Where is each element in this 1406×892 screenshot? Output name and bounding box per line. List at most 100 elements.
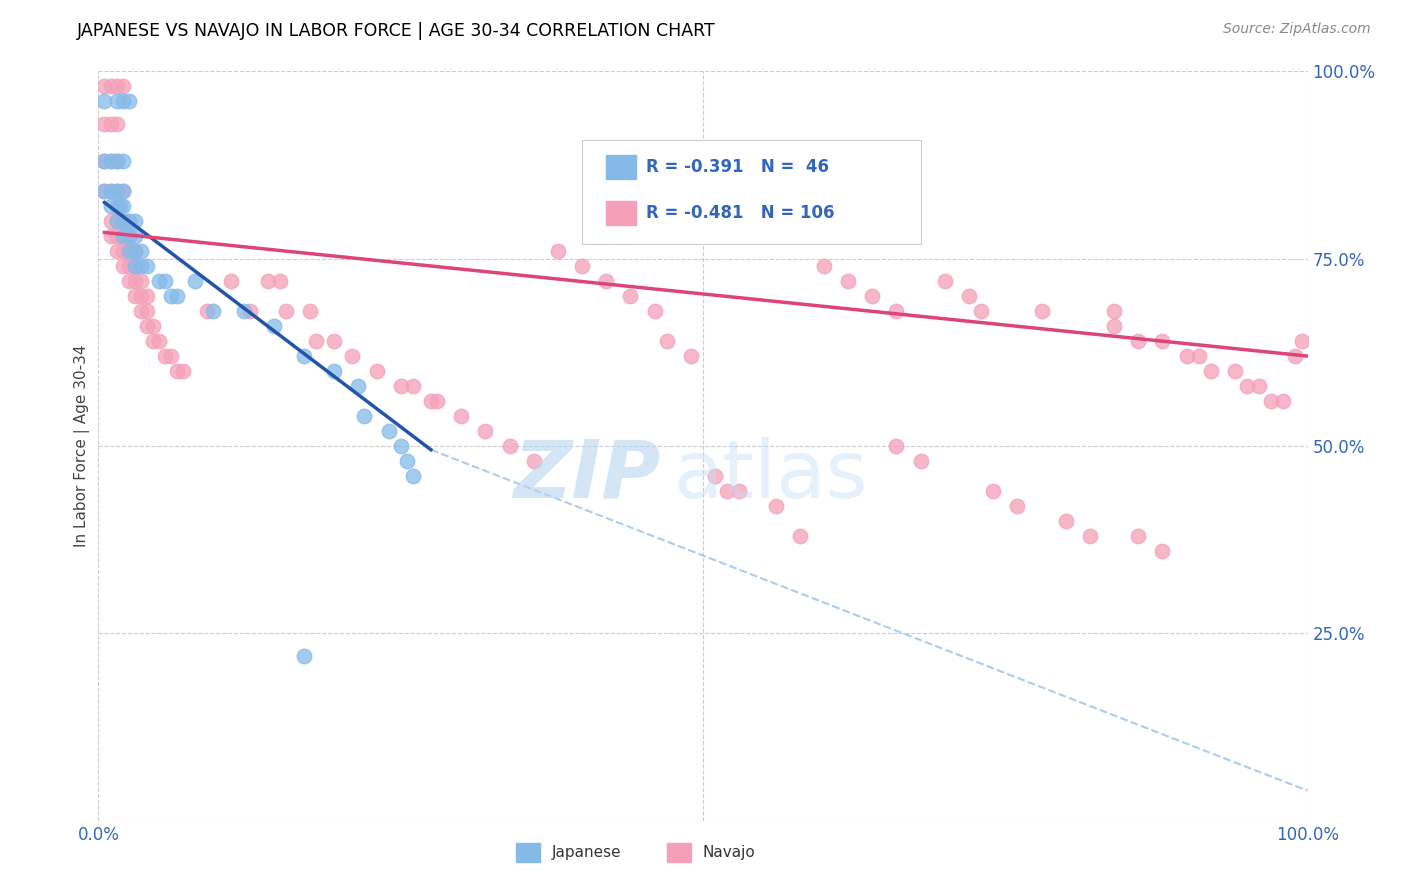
- Point: [644, 304, 666, 318]
- Point: [263, 319, 285, 334]
- Point: [474, 424, 496, 438]
- Point: [105, 154, 128, 169]
- Bar: [666, 843, 690, 862]
- Point: [1128, 334, 1150, 348]
- Point: [1031, 304, 1053, 318]
- Text: Navajo: Navajo: [703, 846, 756, 861]
- Point: [1102, 304, 1125, 318]
- Point: [93, 184, 115, 198]
- Point: [148, 334, 170, 348]
- Point: [389, 439, 412, 453]
- Point: [118, 244, 141, 259]
- Point: [111, 95, 134, 109]
- Point: [100, 199, 122, 213]
- Bar: [606, 154, 637, 178]
- Point: [111, 79, 134, 94]
- Point: [523, 454, 546, 468]
- Point: [402, 379, 425, 393]
- Point: [105, 117, 128, 131]
- Point: [420, 394, 443, 409]
- Point: [426, 394, 449, 409]
- Point: [1291, 334, 1313, 348]
- Point: [160, 349, 183, 363]
- Point: [129, 259, 152, 273]
- Point: [124, 229, 146, 244]
- Point: [269, 274, 291, 288]
- Point: [105, 214, 128, 228]
- Point: [124, 244, 146, 259]
- Point: [202, 304, 225, 318]
- Point: [232, 304, 254, 318]
- Point: [1188, 349, 1211, 363]
- Text: Source: ZipAtlas.com: Source: ZipAtlas.com: [1223, 22, 1371, 37]
- Point: [118, 95, 141, 109]
- Text: atlas: atlas: [672, 437, 868, 515]
- Point: [111, 214, 134, 228]
- Point: [100, 184, 122, 198]
- Point: [111, 154, 134, 169]
- Point: [129, 304, 152, 318]
- Point: [716, 483, 738, 498]
- Point: [118, 229, 141, 244]
- Text: R = -0.391   N =  46: R = -0.391 N = 46: [647, 158, 830, 176]
- Point: [111, 184, 134, 198]
- Point: [1102, 319, 1125, 334]
- Point: [886, 439, 908, 453]
- Point: [129, 289, 152, 303]
- Point: [166, 289, 188, 303]
- Point: [377, 424, 399, 438]
- Point: [118, 214, 141, 228]
- Point: [100, 154, 122, 169]
- Point: [100, 154, 122, 169]
- Point: [342, 349, 364, 363]
- Point: [547, 244, 569, 259]
- Point: [105, 184, 128, 198]
- Point: [1007, 499, 1029, 513]
- Point: [93, 184, 115, 198]
- Point: [347, 379, 370, 393]
- Point: [450, 409, 472, 423]
- Point: [118, 229, 141, 244]
- Point: [1152, 544, 1174, 558]
- Text: R = -0.481   N = 106: R = -0.481 N = 106: [647, 204, 835, 222]
- Point: [728, 483, 751, 498]
- Point: [619, 289, 641, 303]
- Point: [118, 259, 141, 273]
- Point: [299, 304, 322, 318]
- Point: [498, 439, 520, 453]
- Point: [292, 349, 315, 363]
- Point: [118, 214, 141, 228]
- Point: [124, 214, 146, 228]
- Point: [323, 364, 346, 378]
- Point: [111, 229, 134, 244]
- Point: [571, 259, 593, 273]
- Point: [1223, 364, 1246, 378]
- Point: [153, 274, 176, 288]
- Point: [1175, 349, 1198, 363]
- Point: [1152, 334, 1174, 348]
- Point: [111, 214, 134, 228]
- Point: [860, 289, 883, 303]
- Text: Japanese: Japanese: [551, 846, 621, 861]
- Point: [292, 648, 315, 663]
- Point: [135, 304, 157, 318]
- Point: [105, 154, 128, 169]
- Y-axis label: In Labor Force | Age 30-34: In Labor Force | Age 30-34: [75, 344, 90, 548]
- Point: [395, 454, 418, 468]
- Point: [148, 274, 170, 288]
- Point: [129, 244, 152, 259]
- Point: [124, 259, 146, 273]
- Point: [111, 244, 134, 259]
- Point: [124, 289, 146, 303]
- Point: [93, 154, 115, 169]
- Point: [105, 199, 128, 213]
- Point: [765, 499, 787, 513]
- Text: ZIP: ZIP: [513, 437, 661, 515]
- Point: [679, 349, 702, 363]
- Point: [124, 274, 146, 288]
- Point: [100, 79, 122, 94]
- Point: [366, 364, 388, 378]
- Point: [655, 334, 678, 348]
- Point: [129, 274, 152, 288]
- Point: [1054, 514, 1077, 528]
